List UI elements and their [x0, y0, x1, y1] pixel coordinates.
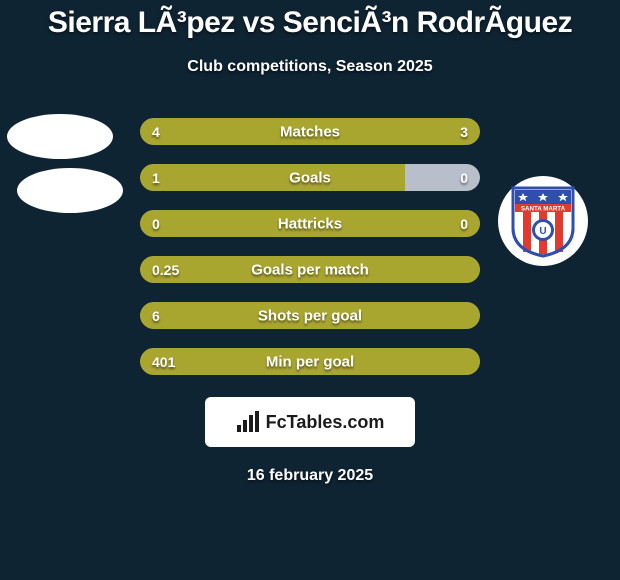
stat-bar-row: Goals per match 0.25: [140, 256, 480, 283]
stat-bar-row: Min per goal 401: [140, 348, 480, 375]
page-title: Sierra LÃ³pez vs SenciÃ³n RodrÃguez: [48, 6, 572, 40]
crest-left-1: [7, 114, 113, 159]
stat-bar-row: Matches 4 3: [140, 118, 480, 145]
stat-bar-row: Goals 1 0: [140, 164, 480, 191]
svg-text:U: U: [539, 226, 546, 237]
stat-bar-row: Shots per goal 6: [140, 302, 480, 329]
bar-label: Matches: [280, 123, 340, 140]
club-shield-icon: SANTA MARTA U: [509, 184, 577, 258]
bar-fill-left: [140, 164, 405, 191]
watermark-text-fc: Fc: [266, 412, 287, 433]
stat-bar-row: Hattricks 0 0: [140, 210, 480, 237]
bar-fill-right: [405, 164, 480, 191]
bar-value-left: 6: [152, 308, 160, 324]
bar-label: Goals: [289, 169, 331, 186]
bar-label: Min per goal: [266, 353, 354, 370]
bar-value-right: 0: [460, 216, 468, 232]
watermark-bars-icon: [236, 411, 262, 433]
crest-left-2: [17, 168, 123, 213]
bar-value-left: 0: [152, 216, 160, 232]
watermark: FcTables.com: [205, 397, 415, 447]
bar-value-left: 4: [152, 124, 160, 140]
date-text: 16 february 2025: [247, 467, 373, 485]
content: Sierra LÃ³pez vs SenciÃ³n RodrÃguez Club…: [0, 0, 620, 580]
svg-text:SANTA MARTA: SANTA MARTA: [521, 206, 566, 213]
bar-label: Hattricks: [278, 215, 342, 232]
bar-value-right: 3: [460, 124, 468, 140]
bar-label: Goals per match: [251, 261, 369, 278]
crest-right: SANTA MARTA U: [498, 176, 588, 266]
bar-value-left: 1: [152, 170, 160, 186]
bar-label: Shots per goal: [258, 307, 362, 324]
subtitle: Club competitions, Season 2025: [187, 58, 432, 76]
bar-value-right: 0: [460, 170, 468, 186]
bar-fill-right: [334, 118, 480, 145]
watermark-text-rest: Tables.com: [287, 412, 385, 433]
bar-value-left: 401: [152, 354, 175, 370]
bar-value-left: 0.25: [152, 262, 179, 278]
